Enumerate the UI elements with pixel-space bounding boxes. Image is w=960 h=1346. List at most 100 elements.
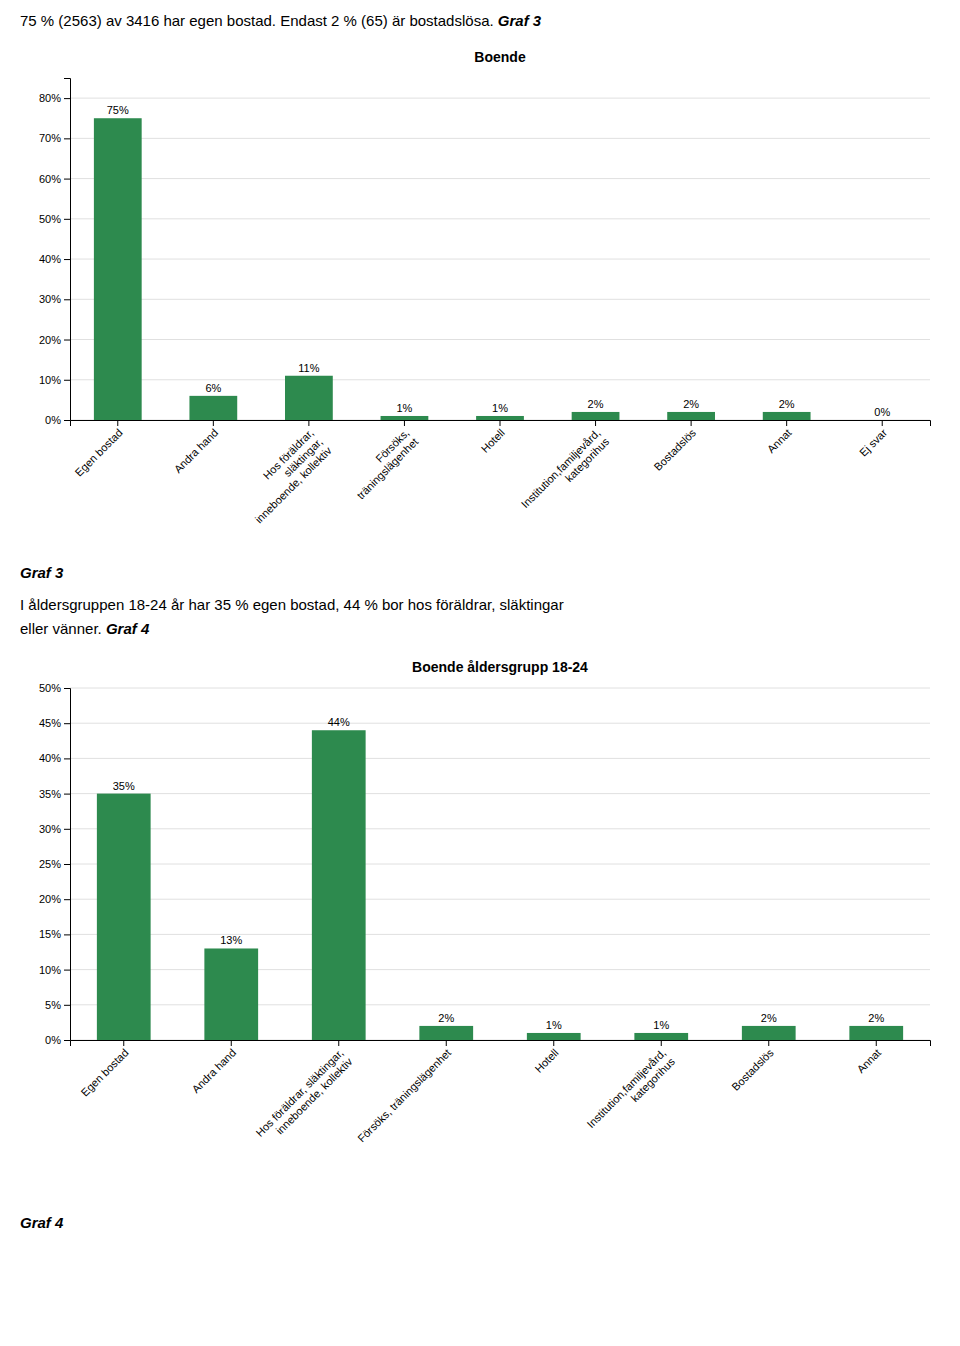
annotation-bold: Graf 3 [20,564,64,581]
grid-line [70,723,930,724]
y-tick-mark [64,259,70,260]
annotation-part: I åldersgruppen 18-24 år har 35 % egen b… [20,596,564,613]
bar [94,118,142,420]
y-tick-label: 70% [39,132,61,144]
y-tick: 0% [45,414,70,426]
y-tick-label: 35% [39,788,61,800]
grid-line [70,98,930,99]
x-tick-label-line: Institution,familjevård, [519,426,603,510]
y-tick: 50% [39,213,70,225]
y-tick: 40% [39,752,70,764]
x-tick-mark [882,420,883,426]
grid-line [70,379,930,380]
y-tick-mark [64,1005,70,1006]
y-tick: 10% [39,964,70,976]
chart: I åldersgruppen 18-24 år har 35 % egen b… [20,596,931,1231]
bar [763,412,811,420]
page: 75 % (2563) av 3416 har egen bostad. End… [0,0,960,1346]
x-tick: Andra hand [172,420,221,475]
y-tick-mark [64,98,70,99]
x-tick: Egen bostad [79,1040,131,1099]
x-axis: Egen bostad Andra hand Hos föräldrar,släkt… [71,420,931,525]
data-labels: 35%13%44%2%1%1%2%2% [113,716,885,1031]
y-tick: 5% [45,999,70,1011]
annotation-bold: Graf 4 [106,620,150,637]
annotation-bold: Graf 4 [20,1214,64,1231]
bar [419,1026,473,1040]
x-tick-mark [308,420,309,426]
y-tick: 15% [39,928,70,940]
x-tick-label-line: Annat [765,426,794,455]
data-label: 35% [113,780,135,792]
y-tick: 30% [39,823,70,835]
grid-line [70,299,930,300]
y-tick-mark [64,899,70,900]
x-tick-label-line: Egen bostad [73,426,125,478]
x-tick-label-line: kategorihus [628,1055,677,1104]
annotation-bold: Graf 3 [498,12,542,29]
x-tick-label-line: Hotell [479,426,507,454]
bar [527,1033,581,1040]
bar [742,1026,796,1040]
x-tick-mark [876,1040,877,1046]
y-tick-label: 80% [39,92,61,104]
chart-container: 75 % (2563) av 3416 har egen bostad. End… [0,0,960,1346]
bar [634,1033,688,1040]
grid-line [70,218,930,219]
y-tick-label: 30% [39,293,61,305]
x-tick-label: Hos föräldrar,släktingar,inneboende, kol… [235,426,334,525]
x-tick-label: Institution,familjevård,kategorihus [519,426,612,519]
data-label: 2% [779,398,795,410]
bar [858,420,906,421]
bars [94,118,811,420]
x-tick-label: Bostadslös [652,426,699,473]
y-tick-mark [64,829,70,830]
y-axis: 0%10%20%30%40%50%60%70%80% [39,79,71,427]
x-tick: Bostadslös [652,420,699,473]
data-label: 1% [546,1019,562,1031]
x-tick-label-line: Andra hand [189,1046,238,1095]
x-tick-mark [768,1040,769,1046]
grid-line [70,828,930,829]
y-tick-label: 50% [39,682,61,694]
y-tick-mark [64,420,70,421]
x-tick: Bostadslös [729,1040,776,1093]
y-tick: 60% [39,173,70,185]
y-axis-line [64,79,71,421]
x-tick: Hotell [479,420,507,455]
y-tick-label: 20% [39,893,61,905]
chart-title: Boende [474,49,526,65]
y-tick-label: 50% [39,213,61,225]
y-tick-label: 15% [39,928,61,940]
data-label: 2% [683,398,699,410]
y-tick-mark [64,219,70,220]
annotation: eller vänner. Graf 4 [20,620,150,637]
grid [70,688,930,1040]
data-label: 6% [205,382,221,394]
bar [849,1026,903,1040]
data-label: 2% [868,1012,884,1024]
y-tick-mark [64,138,70,139]
y-tick-label: 40% [39,752,61,764]
x-tick: Försöks, träningslägenhet [355,1040,453,1144]
annotation: Graf 3 [20,564,64,581]
y-tick-label: 10% [39,374,61,386]
grid-line [70,178,930,179]
y-tick: 20% [39,893,70,905]
y-tick-label: 25% [39,858,61,870]
y-tick-mark [64,864,70,865]
grid-line [70,934,930,935]
data-label: 1% [653,1019,669,1031]
y-tick: 25% [39,858,70,870]
grid-line [70,758,930,759]
y-tick: 70% [39,132,70,144]
x-tick-label-line: träningslägenhet [354,435,420,501]
y-tick-mark [64,688,70,689]
x-tick-label-line: Annat [854,1046,883,1075]
y-tick-mark [64,934,70,935]
y-tick-mark [64,380,70,381]
x-tick-mark [231,1040,232,1046]
y-tick-label: 10% [39,964,61,976]
y-tick-mark [64,179,70,180]
bars [97,730,903,1040]
